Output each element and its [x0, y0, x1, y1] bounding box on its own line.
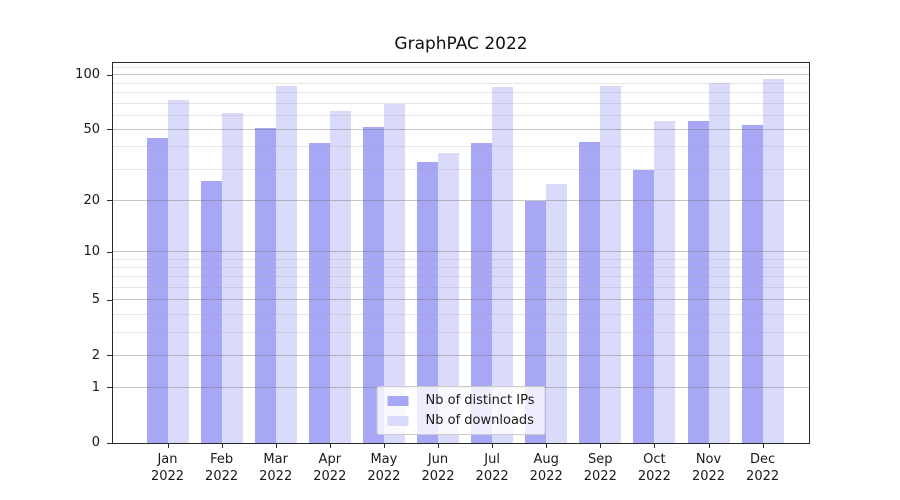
bar-downloads-feb [221, 113, 243, 443]
bar-distinct-ips-oct [633, 169, 655, 443]
x-tick-label-year: 2022 [205, 469, 239, 484]
bar-downloads-dec [762, 78, 784, 443]
y-tick-label-20: 20 [83, 192, 100, 208]
x-tick-label-jun: Jun 2022 [408, 451, 468, 485]
gridline-90 [113, 82, 809, 84]
x-tick-label-oct: Oct 2022 [624, 451, 684, 485]
y-tick-label-1: 1 [91, 379, 100, 395]
x-tick-label-year: 2022 [746, 469, 780, 484]
y-tick-1 [107, 387, 112, 389]
bar-distinct-ips-feb [200, 180, 222, 443]
x-tick-label-year: 2022 [421, 469, 455, 484]
y-tick-100 [107, 74, 112, 76]
y-tick-label-50: 50 [83, 121, 100, 137]
x-tick-may [383, 444, 385, 448]
chart-title: GraphPAC 2022 [394, 34, 528, 54]
x-tick-jun [438, 444, 439, 448]
x-tick-feb [221, 444, 223, 448]
x-tick-oct [654, 444, 656, 448]
bar-distinct-ips-sep [579, 141, 601, 443]
x-tick-label-mar: Mar 2022 [246, 451, 306, 485]
gridline-100 [113, 74, 809, 76]
x-tick-label-year: 2022 [691, 469, 726, 484]
x-tick-label-year: 2022 [583, 469, 617, 484]
y-tick-10 [107, 251, 112, 253]
gridline-80 [113, 92, 809, 93]
bar-downloads-jun [438, 153, 459, 443]
x-tick-label-dec: Dec 2022 [733, 451, 793, 485]
legend-swatch-distinct-ips [387, 395, 409, 406]
x-tick-label-may: May 2022 [354, 451, 414, 485]
bar-downloads-may [383, 103, 405, 443]
x-tick-label-apr: Apr 2022 [300, 451, 360, 485]
x-tick-label-year: 2022 [529, 469, 563, 484]
legend-label-downloads: Nb of downloads [425, 413, 534, 428]
bar-distinct-ips-dec [741, 125, 763, 443]
bar-distinct-ips-nov [687, 121, 709, 443]
bar-downloads-sep [600, 85, 622, 443]
bar-distinct-ips-may [362, 126, 384, 443]
y-tick-label-10: 10 [83, 244, 100, 259]
plot-area: Nb of distinct IPs Nb of downloads [112, 62, 810, 444]
bar-downloads-apr [329, 110, 351, 443]
bar-downloads-mar [275, 86, 297, 443]
bar-downloads-jul [492, 87, 514, 443]
x-tick-apr [329, 444, 331, 448]
x-tick-label-nov: Nov 2022 [679, 451, 739, 485]
legend-entry-downloads: Nb of downloads [387, 413, 535, 428]
bar-distinct-ips-mar [254, 128, 276, 443]
x-tick-label-year: 2022 [313, 469, 347, 484]
y-tick-50 [107, 129, 112, 131]
gridline-70 [113, 102, 809, 104]
bar-distinct-ips-jan [146, 138, 168, 443]
x-tick-label-sep: Sep 2022 [570, 451, 630, 485]
bar-distinct-ips-jun [417, 162, 438, 443]
bar-distinct-ips-jul [471, 143, 493, 443]
x-tick-label-year: 2022 [475, 469, 509, 484]
x-tick-jul [492, 444, 494, 448]
legend-label-distinct-ips: Nb of distinct IPs [425, 393, 535, 408]
x-tick-label-aug: Aug 2022 [516, 451, 576, 485]
x-tick-mar [275, 444, 277, 448]
legend-entry-distinct-ips: Nb of distinct IPs [387, 393, 535, 408]
x-tick-label-year: 2022 [367, 469, 401, 484]
gridline-110 [113, 66, 809, 68]
legend-swatch-downloads [387, 415, 409, 426]
y-tick-label-0: 0 [91, 435, 100, 450]
legend: Nb of distinct IPs Nb of downloads [376, 386, 546, 435]
y-tick-5 [107, 299, 112, 301]
x-tick-label-jan: Jan 2022 [138, 451, 198, 485]
y-tick-20 [107, 200, 112, 201]
x-tick-label-feb: Feb 2022 [192, 451, 252, 485]
x-tick-label-year: 2022 [637, 469, 671, 484]
y-tick-0 [107, 442, 112, 444]
x-tick-jan [167, 444, 169, 448]
x-tick-sep [600, 444, 602, 448]
gridline-60 [113, 114, 809, 116]
y-tick-label-5: 5 [91, 292, 100, 308]
bar-distinct-ips-apr [308, 143, 330, 443]
x-tick-label-year: 2022 [259, 469, 293, 484]
x-tick-label-jul: Jul 2022 [462, 451, 522, 485]
x-tick-aug [546, 444, 548, 448]
x-tick-nov [708, 444, 710, 448]
bar-downloads-nov [708, 82, 730, 443]
bar-downloads-jan [167, 100, 189, 443]
bar-downloads-aug [546, 183, 568, 443]
bar-distinct-ips-aug [525, 200, 547, 443]
x-tick-dec [762, 444, 764, 448]
bar-downloads-oct [654, 121, 676, 443]
x-tick-label-year: 2022 [150, 469, 185, 484]
y-tick-label-100: 100 [75, 67, 100, 83]
y-tick-label-2: 2 [91, 347, 100, 363]
y-tick-2 [107, 355, 112, 356]
